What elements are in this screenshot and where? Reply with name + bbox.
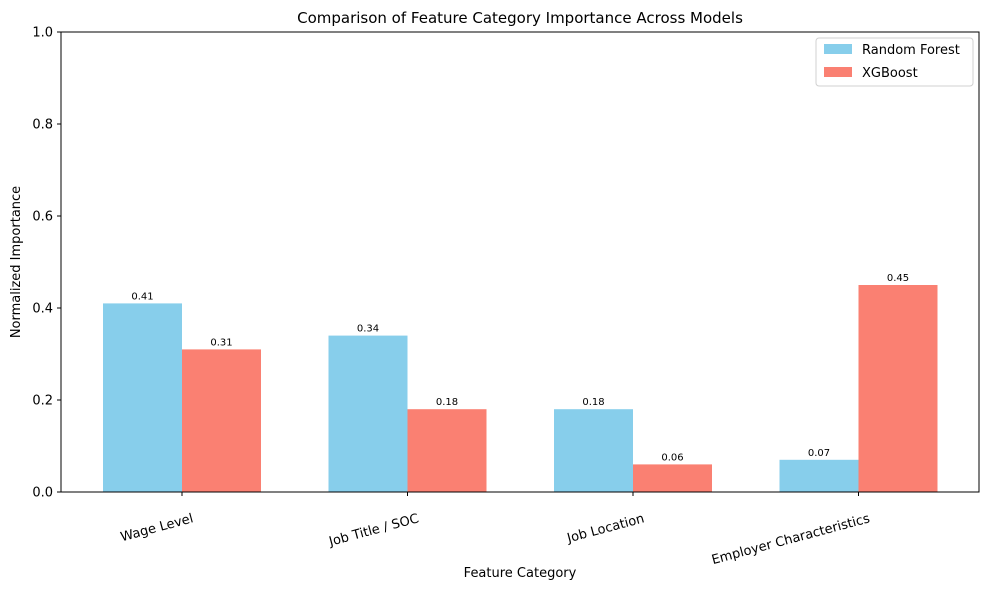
- bar-value-label: 0.45: [887, 273, 909, 284]
- bar-xgboost: [182, 349, 261, 492]
- y-tick-label: 0.4: [32, 302, 53, 317]
- x-tick-label: Employer Characteristics: [710, 511, 872, 568]
- x-tick-label: Job Location: [565, 511, 646, 546]
- bar-xgboost: [858, 285, 938, 492]
- y-tick-label: 0.6: [32, 210, 53, 225]
- y-axis-label: Normalized Importance: [9, 186, 24, 338]
- bar-value-label: 0.18: [436, 397, 458, 408]
- bar-value-label: 0.34: [357, 324, 379, 335]
- legend-box: [815, 37, 974, 87]
- legend-swatch-xgboost: [824, 67, 852, 77]
- plot-frame: [60, 31, 980, 493]
- bar-value-label: 0.41: [131, 291, 153, 302]
- bar-xgboost: [633, 464, 712, 492]
- x-tick-label: Job Title / SOC: [327, 511, 421, 550]
- bar-value-label: 0.07: [808, 448, 830, 459]
- x-tick-label: Wage Level: [119, 511, 195, 545]
- y-tick-label: 0.0: [32, 486, 53, 501]
- bar-random-forest: [779, 459, 859, 492]
- y-tick-label: 0.8: [32, 118, 53, 133]
- bar-random-forest: [328, 335, 408, 492]
- legend: Random Forest XGBoost: [815, 37, 974, 87]
- bar-value-label: 0.06: [661, 452, 683, 463]
- bars-group: 0.41 0.31 0.34 0.18 0.18 0.06 0.07 0.45: [103, 273, 938, 492]
- bar-value-label: 0.31: [210, 337, 232, 348]
- chart-title: Comparison of Feature Category Importanc…: [297, 9, 743, 27]
- legend-label-xgboost: XGBoost: [862, 66, 918, 81]
- x-axis-label: Feature Category: [464, 566, 577, 581]
- bar-random-forest: [103, 303, 182, 492]
- legend-swatch-random-forest: [824, 44, 852, 54]
- legend-label-random-forest: Random Forest: [862, 43, 960, 58]
- y-tick-label: 0.2: [32, 394, 53, 409]
- bar-xgboost: [407, 409, 487, 492]
- bar-value-label: 0.18: [582, 397, 604, 408]
- y-tick-label: 1.0: [32, 26, 53, 41]
- bar-random-forest: [554, 409, 633, 492]
